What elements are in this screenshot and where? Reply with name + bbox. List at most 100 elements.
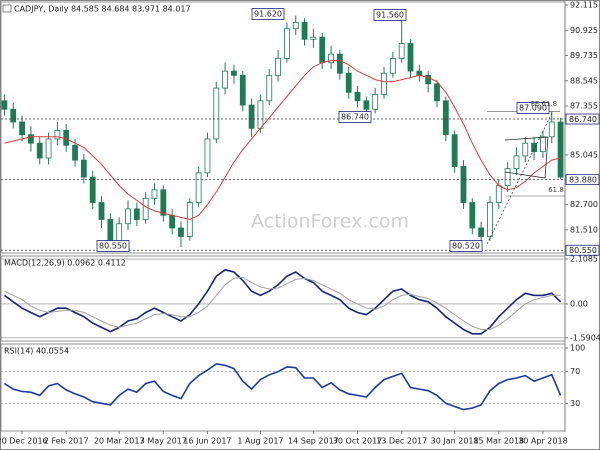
y-tick-label: 2.1085	[570, 255, 598, 264]
y-tick-label: 82.700	[570, 200, 598, 209]
candle-body	[231, 70, 237, 76]
candle-body	[531, 142, 538, 153]
x-tick-label: 2 Feb 2017	[44, 437, 89, 446]
candle-body	[275, 57, 281, 76]
candle-body	[389, 57, 396, 74]
candle-body	[372, 94, 379, 110]
candle-body	[54, 130, 61, 140]
candle-body	[354, 91, 361, 102]
candle-body	[116, 223, 123, 242]
annotation: 80.520	[452, 242, 480, 251]
candle-body	[63, 130, 70, 146]
triangle	[504, 136, 549, 179]
candle-body	[451, 134, 458, 167]
y-tick-label: 88.545	[570, 76, 598, 85]
y-tick-label: 30	[570, 399, 580, 408]
candle-body	[495, 185, 502, 203]
level-label: 83.880	[569, 176, 597, 185]
x-tick-label: 30 Oct 2017	[333, 437, 382, 446]
annotation: 86.740	[341, 113, 369, 122]
candle-body	[248, 104, 255, 129]
y-tick-label: 87.355	[570, 101, 598, 110]
candle-body	[310, 36, 317, 40]
watermark: ActionForex.com	[251, 211, 409, 233]
candle-body	[178, 227, 184, 237]
trend-line	[486, 112, 553, 245]
indicator-line	[4, 276, 561, 330]
candle-body	[442, 100, 449, 136]
level-box	[565, 174, 600, 186]
candle-body	[160, 189, 167, 216]
candle-body	[336, 53, 343, 74]
candle-body	[1, 100, 8, 110]
candle-body	[151, 189, 158, 199]
candle-body	[45, 138, 52, 159]
x-tick-label: 20 Mar 2017	[94, 437, 145, 446]
candle-body	[557, 121, 564, 178]
candle-body	[548, 121, 555, 138]
x-tick-label: 16 Jun 2017	[183, 437, 231, 446]
annotation-box	[516, 102, 550, 114]
candle-body	[142, 197, 149, 220]
level-label: 86.740	[569, 115, 597, 124]
candle-body	[398, 43, 405, 59]
candle-body	[204, 138, 211, 174]
candle-body	[27, 134, 34, 144]
annotation-box	[338, 111, 372, 123]
candle-body	[345, 72, 352, 93]
y-tick-label: 85.045	[570, 150, 598, 159]
y-tick-label: 70	[570, 367, 580, 376]
candle-body	[80, 159, 87, 178]
candle-body	[363, 100, 370, 110]
indicator-line	[3, 268, 562, 335]
level-box	[565, 244, 600, 256]
candle-body	[407, 43, 414, 72]
candle-body	[292, 21, 299, 30]
candle-body	[195, 172, 202, 203]
annotation: 87.090	[519, 104, 547, 113]
annotation: 91.620	[254, 10, 282, 19]
candle-body	[72, 144, 78, 161]
candle-body	[434, 83, 440, 102]
candle-body	[239, 74, 246, 106]
candle-body	[284, 28, 290, 59]
candle-body	[213, 87, 220, 140]
x-tick-label: 13 Dec 2017	[376, 437, 427, 446]
candle-body	[301, 21, 308, 40]
x-tick-label: 20 Dec 2016	[0, 437, 48, 446]
candle-body	[89, 176, 96, 203]
candle-body	[522, 142, 529, 157]
candle-body	[169, 214, 176, 229]
panel-title: RSI(14) 40.0554	[4, 347, 69, 356]
indicator-line	[3, 362, 562, 411]
annotation: FE 61.8	[531, 100, 557, 108]
y-tick-label: 90.925	[570, 26, 598, 35]
candle-body	[504, 168, 511, 186]
candle-body	[19, 121, 25, 136]
y-tick-label: 92.115	[570, 1, 598, 10]
y-tick-label: -1.5904	[570, 333, 600, 342]
candle-body	[125, 208, 131, 225]
annotation-box	[449, 240, 483, 252]
panel-title: CADJPY, Daily 84.585 84.684 83.971 84.01…	[14, 5, 191, 14]
candle-body	[266, 74, 273, 102]
x-tick-label: 1 Aug 2017	[237, 437, 283, 446]
candle-body	[540, 136, 546, 153]
annotation: 80.550	[99, 242, 127, 251]
moving-average	[4, 60, 561, 221]
candle-body	[133, 208, 140, 220]
candle-body	[469, 202, 476, 229]
candle-body	[107, 219, 114, 242]
candle-body	[222, 70, 229, 89]
x-tick-label: 3 May 2017	[140, 437, 187, 446]
annotation: 61.8	[548, 186, 564, 194]
candle-body	[478, 227, 485, 237]
candle-body	[425, 74, 432, 85]
level-label: 80.550	[569, 246, 597, 255]
y-tick-label: 0.00	[570, 299, 588, 308]
x-tick-label: 30 Apr 2018	[518, 437, 567, 446]
candle-body	[319, 36, 326, 64]
x-tick-label: 14 Sep 2017	[288, 437, 339, 446]
